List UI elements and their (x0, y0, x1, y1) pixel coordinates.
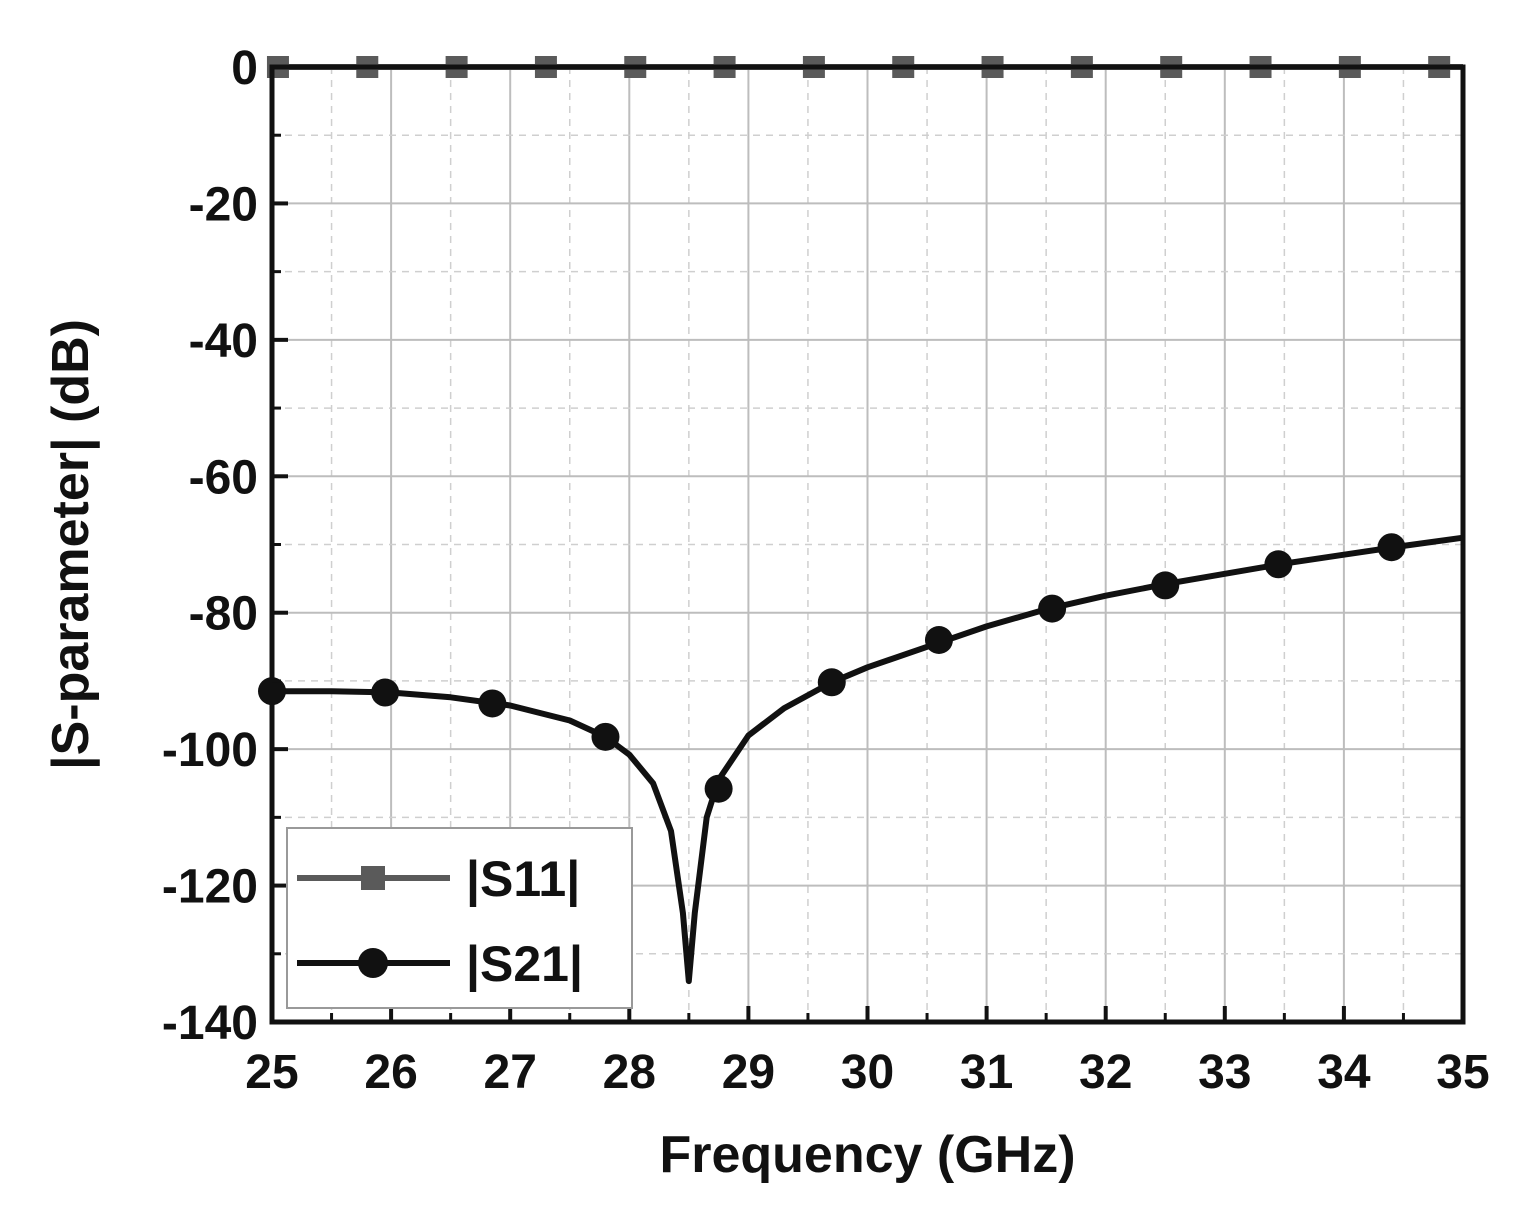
series-marker (1038, 594, 1067, 623)
legend-marker (358, 948, 388, 978)
tick-labels: 25 26 27 28 29 30 31 32 33 34 35 0 -20 -40 -60 -80 -100 -… (162, 42, 1490, 1099)
x-tick-label: 26 (364, 1046, 417, 1099)
series-marker (1377, 533, 1406, 562)
y-tick-label: -120 (162, 861, 258, 914)
series-marker (591, 722, 620, 751)
legend-item: |S21| (297, 936, 583, 993)
x-tick-label: 25 (245, 1046, 298, 1099)
x-tick-label: 35 (1436, 1046, 1489, 1099)
legend-items: |S11| |S21| (297, 851, 583, 993)
x-tick-label: 32 (1079, 1046, 1132, 1099)
series-marker (1264, 550, 1293, 579)
y-tick-label: -40 (189, 315, 258, 368)
series-group (258, 533, 1464, 985)
legend-marker (361, 866, 385, 890)
series-marker (371, 678, 400, 707)
x-tick-label: 29 (722, 1046, 775, 1099)
grid (272, 67, 1463, 1022)
legend-label: |S11| (466, 851, 580, 908)
legend-box (286, 827, 633, 1009)
x-tick-label: 28 (603, 1046, 656, 1099)
legend: |S11| |S21| (286, 827, 633, 1009)
series-marker (478, 689, 507, 718)
y-tick-label: -80 (189, 588, 258, 641)
series-marker (1151, 571, 1180, 600)
series-marker (924, 626, 953, 654)
y-axis-title: |S-parameter| (dB) (42, 319, 100, 770)
x-tick-label: 30 (841, 1046, 894, 1099)
legend-item: |S11| (297, 851, 580, 908)
x-axis-title: Frequency (GHz) (659, 1126, 1075, 1184)
y-tick-label: 0 (231, 42, 258, 95)
legend-label: |S21| (466, 936, 583, 993)
x-tick-label: 34 (1317, 1046, 1371, 1099)
axis-ticks (270, 65, 1465, 1024)
y-tick-label: -140 (162, 997, 258, 1050)
x-tick-label: 33 (1198, 1046, 1251, 1099)
y-tick-label: -20 (189, 178, 258, 231)
x-tick-label: 31 (960, 1046, 1013, 1099)
series-marker (704, 774, 733, 803)
series-marker (817, 668, 846, 697)
y-tick-label: -100 (162, 724, 258, 777)
y-tick-label: -60 (189, 451, 258, 504)
x-tick-label: 27 (484, 1046, 537, 1099)
